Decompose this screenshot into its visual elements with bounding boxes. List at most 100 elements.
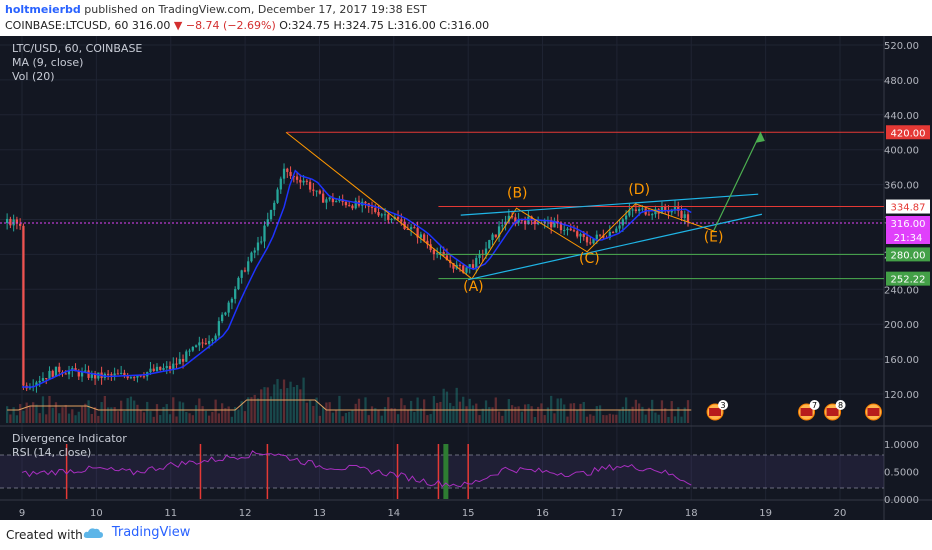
tag-time-bg <box>886 229 930 244</box>
volume-bar <box>605 415 608 423</box>
volume-bar <box>478 415 481 423</box>
volume-bar <box>439 401 442 423</box>
event-count-badge <box>809 400 820 410</box>
candle-body <box>660 206 664 214</box>
volume-bar <box>61 407 64 423</box>
event-flag-icon <box>800 408 813 416</box>
candle-body <box>569 228 572 231</box>
candle-body <box>185 351 188 362</box>
volume-bar <box>543 415 546 423</box>
price-tick-label: 240.00 <box>884 285 919 296</box>
event-flag-icon <box>826 408 839 416</box>
price-tick-label: 520.00 <box>884 41 919 52</box>
volume-bar <box>475 403 478 423</box>
volume-bar <box>396 414 400 423</box>
candle-body <box>227 302 230 313</box>
volume-bar <box>9 414 12 423</box>
volume-bar <box>295 385 299 423</box>
volume-bar <box>269 396 273 423</box>
candle-body <box>64 373 67 375</box>
pattern-line-a <box>285 131 473 280</box>
ma-line <box>22 169 692 388</box>
volume-bar <box>338 395 341 423</box>
volume-bar <box>87 400 90 423</box>
candle-body <box>647 214 651 216</box>
volume-bar <box>491 407 494 423</box>
candle-body <box>468 264 471 268</box>
high-value: H:324.75 <box>333 19 384 32</box>
candle-body <box>116 373 120 375</box>
volume-bar <box>377 409 380 423</box>
volume-bar <box>45 414 48 423</box>
candle-body <box>9 218 12 226</box>
rsi-line <box>21 450 692 488</box>
volume-bar <box>188 413 191 423</box>
volume-bar <box>556 398 559 423</box>
candle-body <box>273 202 276 210</box>
time-tick-label: 9 <box>19 508 25 519</box>
candle-body <box>178 358 181 365</box>
time-tick-label: 18 <box>685 508 698 519</box>
volume-bar <box>256 398 260 423</box>
price-change: ▼ −8.74 (−2.69%) <box>173 19 276 32</box>
price-chart[interactable]: (A)(B)(C)(D)(E)120.00160.00200.00240.002… <box>0 36 932 520</box>
candle-body <box>497 226 501 237</box>
volume-bar <box>351 410 354 423</box>
candle-body <box>165 366 168 368</box>
ohlc-line: COINBASE:LTCUSD, 60 316.00 ▼ −8.74 (−2.6… <box>5 19 489 32</box>
candle-body <box>312 189 315 191</box>
volume-bar <box>380 415 383 423</box>
time-tick-label: 11 <box>164 508 177 519</box>
cloud-icon <box>83 527 103 538</box>
volume-bar <box>224 408 227 423</box>
volume-bar <box>370 406 374 423</box>
volume-bar <box>19 404 22 423</box>
volume-bar <box>282 379 286 423</box>
tag-420: 420.00 <box>891 128 926 139</box>
volume-bar <box>501 415 504 423</box>
candle-body <box>432 249 436 255</box>
volume-bar <box>331 412 335 423</box>
candle-body <box>113 373 116 376</box>
tradingview-logo[interactable]: TradingView <box>82 525 190 540</box>
candle-body <box>387 214 390 220</box>
volume-bar <box>400 398 403 423</box>
candle-body <box>74 368 77 372</box>
tag-316: 316.00 <box>891 219 926 230</box>
last-price: 316.00 <box>131 19 171 32</box>
candle-body <box>139 375 142 377</box>
lower-trendline <box>468 213 763 281</box>
upper-trendline <box>460 193 759 216</box>
candle-body <box>159 366 162 370</box>
volume-bar <box>664 408 667 423</box>
candle-body <box>400 219 403 222</box>
volume-bar <box>159 415 162 423</box>
volume-bar <box>413 411 416 423</box>
candle-body <box>537 223 540 225</box>
candle-body <box>452 263 455 269</box>
volume-bar <box>133 400 136 423</box>
volume-bar <box>289 381 292 423</box>
candle-body <box>383 214 387 216</box>
volume-bar <box>22 410 25 423</box>
volume-bar <box>318 415 322 423</box>
candle-body <box>563 230 566 232</box>
volume-bar <box>194 405 198 423</box>
legend-rsi: RSI (14, close) <box>12 446 92 459</box>
chart-area[interactable]: (A)(B)(C)(D)(E)120.00160.00200.00240.002… <box>0 36 932 520</box>
candle-body <box>237 277 240 290</box>
candle-body <box>41 378 45 381</box>
time-tick-label: 10 <box>90 508 103 519</box>
candle-body <box>149 368 152 373</box>
candle-body <box>214 335 217 340</box>
candle-body <box>624 215 628 220</box>
author-link[interactable]: holtmeierbd <box>5 3 81 16</box>
volume-bar <box>328 402 331 423</box>
candle-body <box>396 217 400 220</box>
volume-bar <box>266 387 269 423</box>
volume-bar <box>315 397 318 423</box>
candle-body <box>84 370 87 372</box>
candle-body <box>445 255 449 261</box>
volume-bar <box>103 395 107 423</box>
volume-bar <box>572 403 576 423</box>
